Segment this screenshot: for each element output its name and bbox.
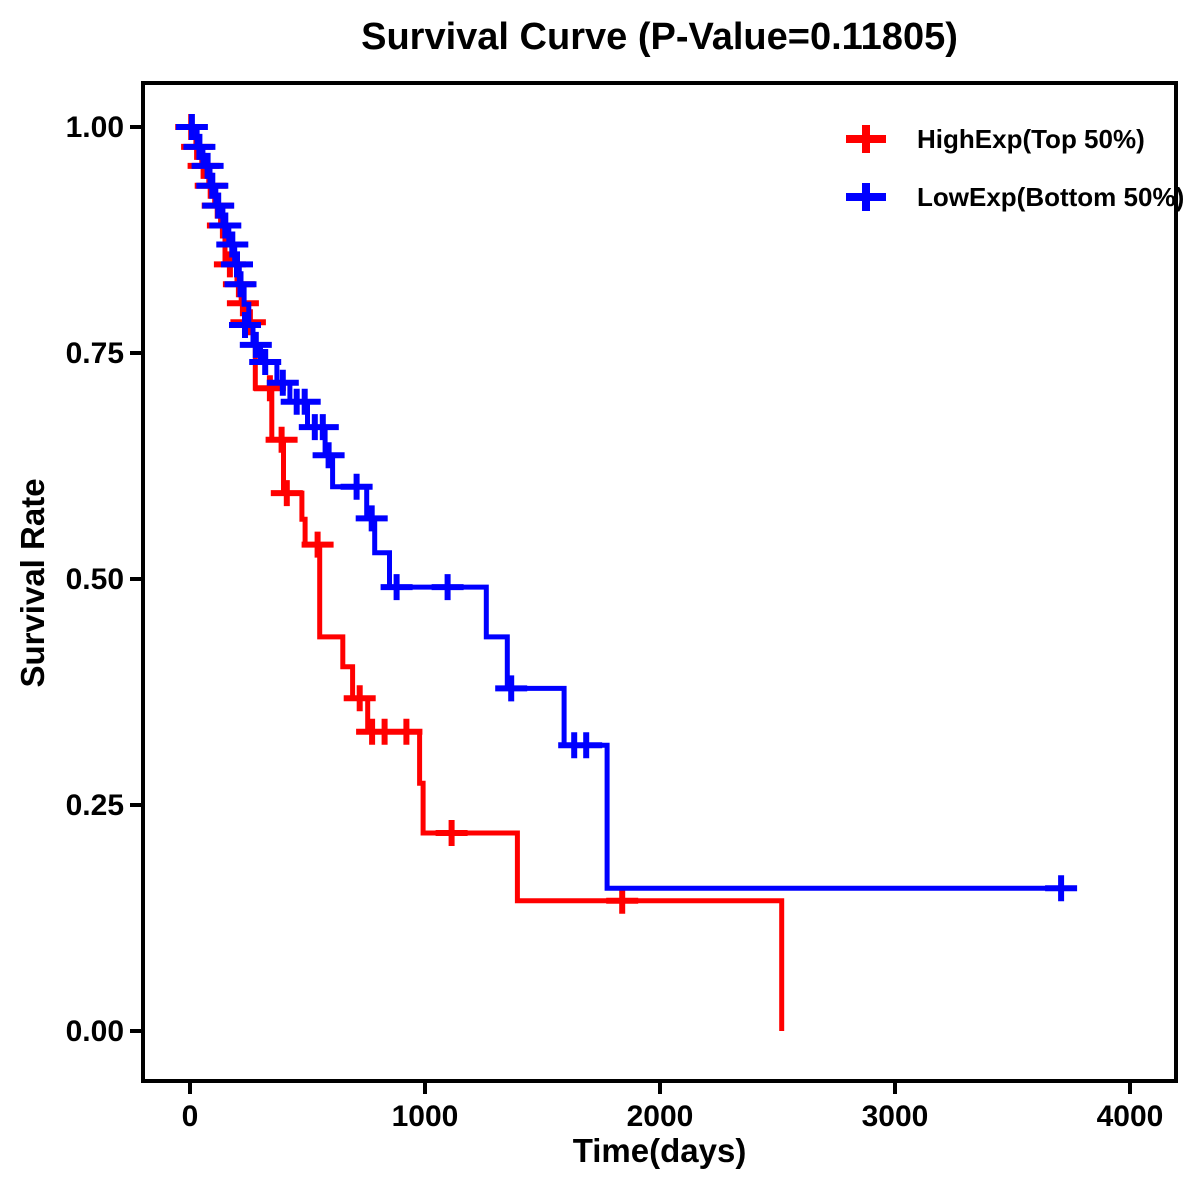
censor-plus-icon [846,125,886,153]
censor-plus-glyph [846,125,886,153]
x-tick-label: 0 [182,1100,199,1133]
x-tick-label: 3000 [862,1100,929,1133]
plot-border [141,81,1178,1083]
y-tick-label: 1.00 [66,111,124,144]
y-axis-title: Survival Rate [14,478,51,688]
survival-curve-highexp [190,124,785,1031]
y-axis-ticks: 0.00 0.25 0.50 0.75 1.00 [66,111,143,1048]
legend-item-lowexp: LowExp(Bottom 50%) [843,177,1184,217]
x-axis-title: Time(days) [572,1132,747,1169]
x-tick-label: 2000 [627,1100,694,1133]
x-tick-label: 1000 [392,1100,459,1133]
y-tick-label: 0.00 [66,1015,124,1048]
legend-label-highexp: HighExp(Top 50%) [917,123,1145,154]
censor-marks-lowexp [175,114,1078,902]
survival-curves [175,114,1078,1031]
y-tick-label: 0.75 [66,337,124,370]
survival-curve-lowexp [190,124,1074,891]
censor-plus-icon [846,183,886,211]
x-axis-ticks: 0 1000 2000 3000 4000 [182,1081,1164,1133]
chart-title: Survival Curve (P-Value=0.11805) [361,16,958,58]
legend-item-highexp: HighExp(Top 50%) [843,119,1145,159]
y-tick-label: 0.50 [66,563,124,596]
legend-label-lowexp: LowExp(Bottom 50%) [917,181,1185,212]
y-tick-label: 0.25 [66,789,124,822]
x-tick-label: 4000 [1097,1100,1164,1133]
censor-marks-highexp [175,114,639,914]
censor-plus-glyph [846,183,886,211]
